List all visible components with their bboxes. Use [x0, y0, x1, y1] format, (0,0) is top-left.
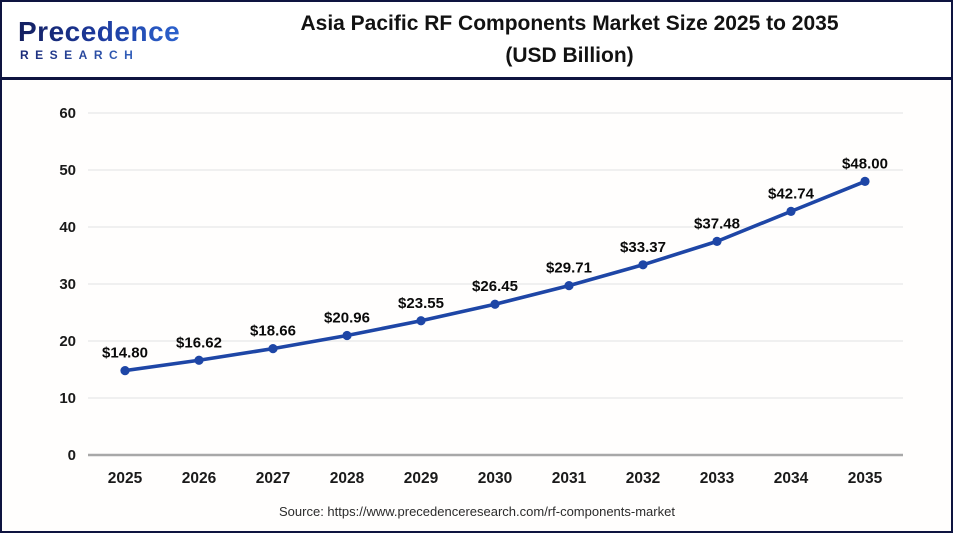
x-tick-label: 2032	[626, 470, 660, 487]
data-point	[860, 176, 870, 186]
data-point	[712, 236, 722, 246]
data-point	[416, 316, 426, 326]
y-tick-label: 60	[59, 105, 76, 122]
page-frame	[0, 0, 953, 533]
data-point-label: $14.80	[102, 345, 148, 362]
y-tick-label: 30	[59, 276, 76, 293]
precedence-research-logo: Precedence RESEARCH	[2, 18, 198, 62]
data-point-label: $42.74	[768, 185, 815, 202]
series-line	[123, 179, 867, 373]
source-caption: Source: https://www.precedenceresearch.c…	[279, 504, 675, 519]
data-point-label: $26.45	[472, 278, 518, 295]
header: Precedence RESEARCH Asia Pacific RF Comp…	[2, 2, 951, 80]
data-point	[564, 281, 574, 291]
chart-title-line1: Asia Pacific RF Components Market Size 2…	[300, 12, 839, 35]
data-point	[268, 344, 278, 354]
data-point-label: $33.37	[620, 239, 666, 256]
y-tick-label: 20	[59, 333, 76, 350]
x-tick-label: 2027	[256, 470, 290, 487]
chart-area: 0 10 20 30 40 50 60 2025 2026 2027 2028 2029 2030 203…	[0, 80, 960, 530]
x-tick-label: 2025	[108, 470, 143, 487]
data-point-label: $20.96	[324, 310, 370, 327]
x-tick-label: 2035	[848, 470, 883, 487]
logo-wordmark: Precedence	[18, 18, 198, 46]
y-tick-label: 40	[59, 219, 76, 236]
x-tick-label: 2033	[700, 470, 735, 487]
x-tick-label: 2026	[182, 470, 217, 487]
data-point-label: $23.55	[398, 295, 444, 312]
data-point-label: $37.48	[694, 215, 740, 232]
chart-title: Asia Pacific RF Components Market Size 2…	[198, 8, 951, 71]
data-point	[194, 355, 204, 365]
logo-subtitle: RESEARCH	[20, 49, 198, 61]
y-tick-label: 10	[59, 390, 76, 407]
data-point	[120, 366, 130, 376]
data-point	[342, 330, 352, 341]
data-point	[490, 299, 500, 309]
y-tick-label: 50	[59, 162, 76, 179]
x-tick-label: 2034	[774, 470, 809, 487]
data-point-label: $48.00	[842, 155, 888, 172]
data-point-label: $29.71	[546, 260, 592, 277]
x-tick-label: 2030	[478, 470, 512, 487]
x-tick-label: 2031	[552, 470, 587, 487]
data-point-label: $16.62	[176, 334, 222, 351]
data-point-label: $18.66	[250, 323, 296, 340]
chart-title-line2: (USD Billion)	[505, 43, 634, 67]
data-point	[786, 206, 796, 216]
x-tick-label: 2029	[404, 470, 439, 487]
data-point	[638, 260, 648, 270]
y-tick-label: 0	[68, 447, 76, 464]
x-tick-label: 2028	[330, 470, 365, 487]
